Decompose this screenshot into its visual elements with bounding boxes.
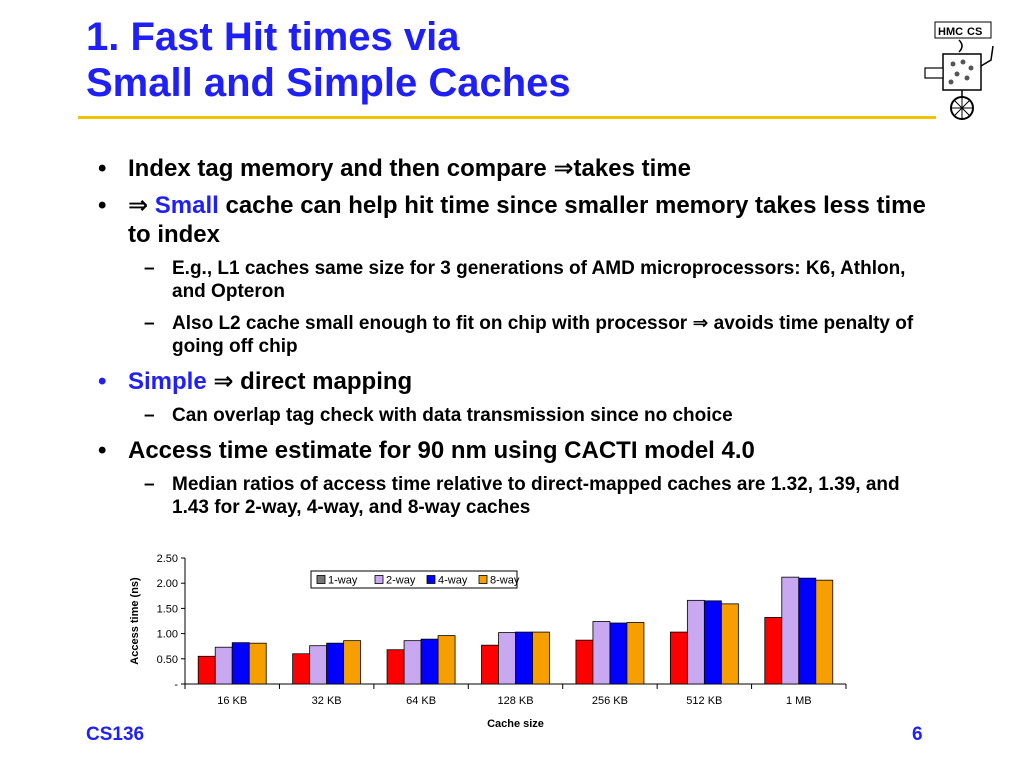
page-number: 6 [912,724,923,745]
implies-arrow: ⇒ [206,368,241,395]
y-tick-label: 2.50 [157,553,178,565]
dash-marker: – [144,474,155,495]
bullet-marker: • [98,437,107,464]
slide-title: 1. Fast Hit times via Small and Simple C… [86,14,571,106]
access-time-chart: - 0.50 1.00 1.50 2.00 2.50 16 KB 32 KB 64 KB 128 … [118,550,858,735]
sub-bullet-median: – Median ratios of access time relative … [144,474,900,518]
bar-8-way [720,603,739,685]
title-line-2: Small and Simple Caches [86,61,571,105]
bar-4-way [609,622,628,685]
implies-arrow: ⇒ [692,313,709,334]
chart-svg: - 0.50 1.00 1.50 2.00 2.50 16 KB 32 KB 64 KB 128 … [129,553,847,730]
y-tick-label: 2.00 [157,578,178,590]
bar-1-way [481,644,499,685]
dash-marker: – [144,258,155,279]
legend-label: 4-way [438,575,468,587]
legend-swatch-2-way [374,575,384,584]
legend-box [310,570,518,589]
implies-arrow: ⇒ [128,192,155,219]
x-tick-label: 64 KB [406,695,436,707]
svg-text:CS: CS [967,26,982,38]
bar-4-way [231,642,250,685]
y-tick-label: 1.00 [157,629,178,641]
hmc-cs-robot-logo-icon: HMC CS [915,16,997,120]
sub-bullet-l2: – Also L2 cache small enough to fit on c… [144,313,914,357]
bullet-simple: • Simple ⇒ direct mapping [98,368,413,395]
y-tick-label: 1.50 [157,603,178,615]
bullet-index-tag: • Index tag memory and then compare ⇒tak… [98,155,691,182]
legend-label: 8-way [490,575,520,587]
bar-4-way [326,642,345,685]
bar-8-way [248,642,267,685]
dash-marker: – [144,405,155,426]
bar-2-way [214,646,233,685]
bar-1-way [292,653,311,685]
x-tick-label: 16 KB [217,695,247,707]
legend-label: 1-way [328,575,358,587]
x-tick-label: 128 KB [497,695,533,707]
bar-1-way [197,655,216,685]
bullet-marker: • [98,192,107,219]
dash-marker: – [144,313,155,334]
bar-1-way [764,617,783,685]
y-tick-label: 0.50 [157,654,178,666]
x-axis-title: Cache size [487,718,544,730]
y-tick-label: - [174,679,178,691]
svg-text:HMC: HMC [938,26,963,38]
bar-2-way [309,645,328,685]
title-line-1: 1. Fast Hit times via [86,15,460,59]
bar-4-way [420,638,439,685]
legend-swatch-1-way [316,575,326,584]
bar-8-way [815,579,834,685]
bar-1-way [386,649,405,685]
bar-4-way [798,577,817,685]
x-tick-label: 32 KB [312,695,342,707]
x-tick-label: 256 KB [592,695,628,707]
legend-label: 2-way [386,575,416,587]
sub-bullet-amd: – E.g., L1 caches same size for 3 genera… [144,258,906,302]
bar-1-way [669,631,688,685]
bullet-marker: • [98,368,107,395]
bar-8-way [532,631,550,685]
bar-2-way [686,599,705,685]
bar-2-way [592,621,611,685]
bullet-list: • Index tag memory and then compare ⇒tak… [98,154,938,528]
title-divider [78,116,936,119]
bullet-access-time: • Access time estimate for 90 nm using C… [98,437,755,464]
y-axis-title: Access time (ns) [129,577,141,665]
bar-4-way [703,600,722,685]
bullet-marker: • [98,155,107,182]
bar-2-way [781,576,800,685]
course-label: CS136 [86,724,145,745]
highlight-simple: Simple [128,368,207,395]
x-tick-label: 1 MB [786,695,812,707]
bar-4-way [515,631,533,685]
bar-2-way [498,632,516,685]
legend-swatch-8-way [478,575,488,584]
bar-8-way [437,635,456,685]
bar-8-way [343,640,362,685]
bullet-small-cache: • ⇒ Small cache can help hit time since … [98,192,926,248]
highlight-small: Small [154,192,219,219]
bar-1-way [575,639,594,685]
legend-swatch-4-way [426,575,436,584]
sub-bullet-overlap: – Can overlap tag check with data transm… [144,405,733,426]
bar-2-way [403,640,422,685]
bar-8-way [626,622,645,685]
x-tick-label: 512 KB [686,695,722,707]
implies-arrow: ⇒ [553,155,574,182]
